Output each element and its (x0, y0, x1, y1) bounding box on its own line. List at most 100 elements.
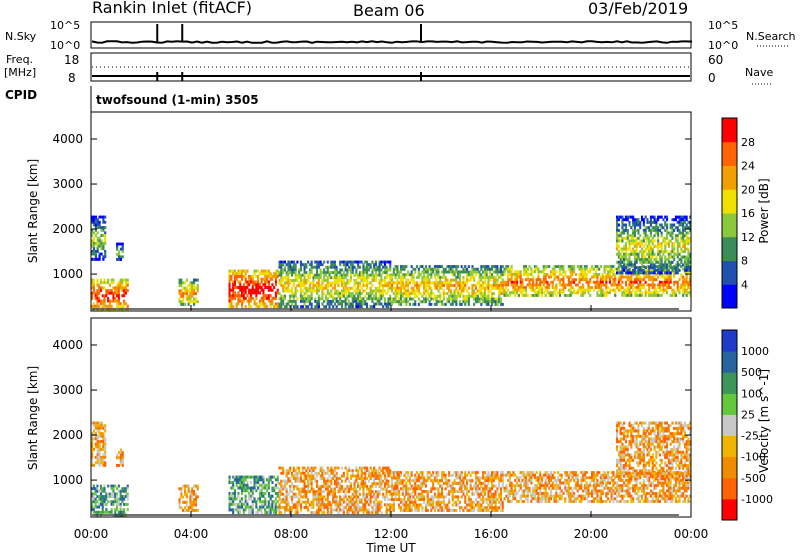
echo-cell (435, 273, 438, 277)
echo-cell (412, 297, 415, 301)
echo-cell (649, 250, 652, 254)
echo-cell (189, 284, 192, 287)
echo-cell (278, 292, 281, 295)
echo-cell (342, 281, 345, 285)
echo-cell (410, 500, 413, 504)
echo-cell (653, 283, 656, 287)
echo-cell (624, 255, 627, 259)
echo-cell (96, 299, 99, 303)
echo-cell (339, 300, 342, 303)
echo-cell (549, 273, 552, 276)
echo-cell (191, 506, 194, 510)
echo-cell (241, 475, 244, 479)
echo-cell (296, 485, 299, 488)
echo-cell (278, 482, 281, 486)
echo-cell (337, 490, 340, 494)
echo-cell (421, 476, 424, 480)
echo-cell (687, 252, 690, 256)
echo-cell (558, 283, 561, 287)
echo-cell (644, 247, 647, 251)
echo-cell (267, 299, 270, 303)
echo-cell (478, 300, 481, 304)
echo-cell (421, 481, 424, 485)
echo-cell (616, 242, 619, 246)
echo-cell (630, 265, 633, 268)
echo-cell (462, 270, 465, 274)
echo-cell (267, 478, 270, 482)
echo-cell (92, 252, 96, 256)
echo-cell (635, 247, 638, 251)
echo-cell (641, 258, 644, 262)
echo-cell (353, 294, 356, 298)
echo-cell (126, 289, 129, 292)
echo-cell (617, 234, 620, 238)
echo-cell (480, 286, 483, 290)
echo-cell (426, 273, 429, 277)
echo-cell (283, 289, 286, 293)
echo-cell (305, 474, 308, 478)
echo-cell (330, 265, 333, 269)
echo-cell (274, 283, 277, 287)
echo-cell (251, 505, 254, 509)
echo-cell (416, 508, 419, 512)
echo-cell (417, 495, 420, 499)
echo-cell (349, 508, 352, 512)
echo-cell (358, 300, 361, 303)
echo-cell (467, 294, 470, 298)
echo-cell (535, 278, 538, 282)
echo-cell (107, 278, 110, 282)
echo-cell (101, 487, 104, 491)
echo-cell (232, 305, 235, 309)
echo-cell (635, 260, 638, 264)
echo-cell (376, 474, 379, 478)
echo-cell (321, 511, 324, 515)
echo-cell (619, 239, 622, 243)
echo-cell (119, 278, 122, 282)
echo-cell (114, 297, 117, 300)
echo-cell (110, 500, 113, 504)
echo-cell (92, 278, 95, 282)
echo-cell (323, 469, 326, 473)
echo-cell (282, 469, 285, 473)
echo-cell (646, 260, 649, 264)
echo-cell (442, 275, 445, 279)
echo-cell (616, 236, 619, 240)
echo-cell (184, 492, 187, 496)
echo-cell (382, 479, 385, 483)
echo-cell (669, 260, 672, 264)
echo-cell (292, 263, 295, 267)
echo-cell (366, 276, 369, 280)
echo-cell (630, 226, 633, 230)
echo-cell (291, 300, 294, 303)
echo-cell (366, 273, 369, 277)
echo-cell (262, 502, 265, 506)
echo-cell (660, 271, 663, 275)
echo-cell (189, 500, 192, 504)
echo-cell (278, 263, 281, 267)
echo-cell (117, 464, 121, 467)
echo-cell (387, 268, 390, 272)
echo-cell (258, 299, 261, 303)
echo-cell (373, 477, 376, 480)
echo-cell (624, 283, 627, 287)
echo-cell (337, 302, 340, 306)
echo-cell (616, 223, 619, 227)
echo-cell (94, 421, 97, 425)
echo-cell (341, 289, 344, 293)
echo-cell (255, 283, 258, 287)
echo-cell (351, 265, 354, 269)
echo-cell (341, 268, 344, 272)
echo-cell (248, 296, 251, 300)
echo-cell (358, 276, 361, 280)
echo-cell (391, 278, 394, 282)
echo-cell (92, 239, 96, 243)
echo-cell (339, 292, 342, 295)
echo-cell (337, 281, 340, 285)
echo-cell (642, 275, 645, 279)
echo-cell (382, 292, 385, 295)
echo-cell (323, 300, 326, 303)
echo-cell (374, 265, 377, 269)
echo-cell (407, 503, 410, 507)
echo-cell (598, 294, 601, 297)
